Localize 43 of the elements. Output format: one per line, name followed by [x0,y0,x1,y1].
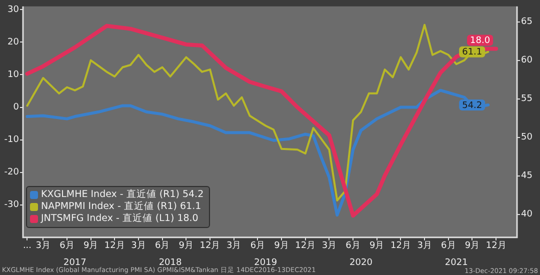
y2-tick-label: 55 [521,94,532,104]
y2-tick-label: 40 [521,210,533,220]
x-tick-label: 12月 [200,241,220,252]
x-tick-label: 12月 [486,241,506,252]
data-label: 18.0 [470,36,490,46]
x-tick-label: 12月 [390,241,411,252]
y-tick-label: 30 [8,4,20,15]
x-tick-label: 6月 [250,241,266,252]
x-tick-label: 3月 [226,241,242,252]
x-tick-label: 3月 [417,241,432,252]
y-tick-label: 0 [13,102,20,113]
x2-tick-label: 2020 [350,258,373,268]
y2-tick-label: 50 [521,132,533,143]
x2-tick-label: 2018 [158,258,182,268]
x-tick-label: 9月 [83,241,98,252]
x-tick-label: 3月 [36,241,50,252]
x-tick-label: 9月 [464,241,480,252]
y2-tick-label: 60 [521,56,533,66]
x-tick-label: 9月 [370,241,384,252]
y-tick-label: 10 [8,70,20,80]
x-tick-label: 12月 [295,241,316,252]
x-tick-label: 9月 [274,241,289,252]
y-tick-label: -20 [4,168,20,178]
x2-tick-label: 2017 [63,258,86,268]
x2-tick-label: 2021 [444,258,468,268]
y-tick-label: -10 [4,135,20,146]
legend-label: JNTSMFG Index - 直近値 (L1) 18.0 [41,213,198,225]
x-tick-label: 3月 [131,241,146,252]
legend-label: NAPMPMI Index - 直近値 (R1) 61.1 [41,201,202,213]
x-tick-label: 6月 [154,241,170,252]
x-tick-label: 6月 [346,241,360,252]
x-tick-label: 6月 [60,241,74,252]
y-tick-label: -30 [4,200,20,210]
x-tick-label: 12月 [104,241,125,252]
x-tick-label: 9月 [178,241,194,252]
y2-tick-label: 65 [521,17,532,28]
y-tick-label: 20 [8,38,20,48]
y2-tick-label: 45 [521,171,532,182]
legend-label: KXGLMHE Index - 直近値 (R1) 54.2 [41,189,204,201]
x-tick-label: 6月 [441,241,456,252]
x-tick-label: 3月 [322,241,337,252]
x2-tick-label: 2019 [254,258,278,268]
x-tick-label: ... [22,241,32,252]
